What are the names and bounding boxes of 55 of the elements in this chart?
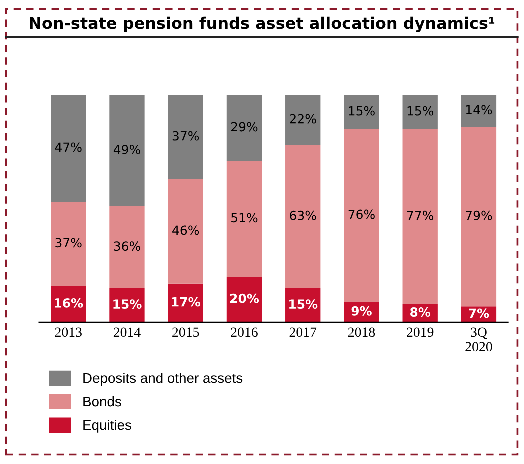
bar (402, 129, 438, 304)
data-label: 7% (469, 308, 490, 318)
data-label: 15% (349, 106, 375, 116)
bar (51, 95, 86, 202)
data-label: 9% (352, 306, 372, 316)
data-label: 22% (290, 114, 316, 124)
data-label: 15% (290, 300, 318, 310)
data-label: 14% (466, 105, 492, 115)
bar (110, 288, 145, 322)
data-label: 29% (232, 122, 258, 132)
x-tick-label: 2019 (407, 328, 434, 338)
bar (226, 277, 262, 322)
data-label: 20% (230, 294, 260, 304)
data-label: 15% (408, 106, 434, 116)
chart-title: Non-state pension funds asset allocation dynamics¹ (30, 16, 495, 32)
bar (286, 145, 321, 288)
bar (51, 202, 86, 286)
bar (168, 179, 204, 284)
data-label: 76% (348, 210, 375, 220)
data-label: 47% (55, 142, 82, 152)
x-tick-label: 2018 (348, 328, 376, 338)
data-label: 37% (172, 131, 200, 141)
bar (168, 95, 204, 180)
data-label: 51% (232, 213, 258, 223)
bar (344, 95, 380, 130)
x-tick-label: 2013 (55, 328, 82, 338)
legend-label: Bonds (84, 396, 122, 407)
bar (461, 95, 497, 127)
data-label: 17% (172, 297, 200, 307)
bar (286, 95, 321, 146)
x-tick-label: 2016 (231, 328, 258, 338)
data-label: 37% (56, 238, 82, 248)
legend-label: Deposits and other assets (84, 373, 243, 386)
data-label: 79% (466, 210, 492, 220)
bar (402, 95, 438, 130)
x-tick-label: 2014 (114, 328, 141, 338)
legend-label: Equities (84, 420, 132, 433)
bar (344, 129, 380, 302)
data-label: 15% (114, 300, 142, 310)
bar (110, 206, 145, 288)
bar (226, 161, 262, 278)
bar (461, 126, 497, 307)
x-tick-label: 2015 (172, 328, 200, 338)
data-label: 49% (114, 144, 140, 154)
x-tick-label: 3Q 2020 (466, 328, 492, 352)
bar (168, 284, 204, 322)
data-label: 63% (290, 210, 316, 220)
bar (110, 95, 145, 207)
bar (226, 95, 262, 162)
data-label: 16% (55, 298, 84, 308)
data-label: 46% (172, 226, 200, 236)
data-label: 77% (407, 210, 434, 220)
data-label: 36% (114, 242, 140, 252)
x-tick-label: 2017 (290, 328, 317, 338)
data-label: 8% (410, 308, 431, 318)
